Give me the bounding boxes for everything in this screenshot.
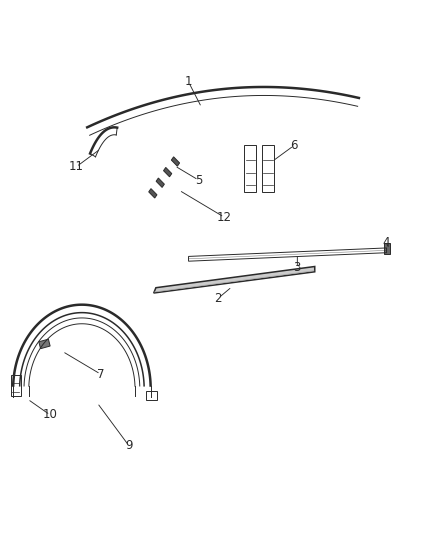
Text: 10: 10: [42, 408, 57, 422]
Polygon shape: [171, 157, 180, 166]
Text: 5: 5: [195, 174, 202, 187]
Polygon shape: [156, 178, 164, 188]
Text: 12: 12: [217, 211, 232, 224]
Text: 6: 6: [290, 139, 297, 152]
Text: 1: 1: [185, 76, 192, 88]
Text: 11: 11: [69, 160, 84, 173]
Polygon shape: [384, 243, 391, 254]
Text: 7: 7: [97, 368, 104, 381]
Polygon shape: [163, 167, 172, 177]
Text: 4: 4: [382, 236, 389, 248]
Text: 2: 2: [214, 292, 222, 305]
Text: 9: 9: [125, 439, 133, 452]
Polygon shape: [154, 266, 315, 293]
Polygon shape: [39, 339, 50, 349]
Text: 3: 3: [293, 261, 301, 274]
Polygon shape: [149, 189, 157, 198]
